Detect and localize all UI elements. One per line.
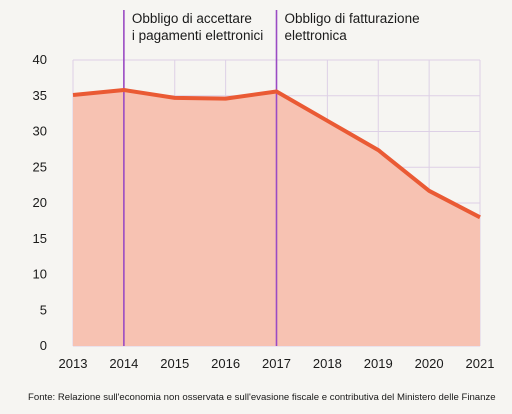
x-tick-label: 2021 [466,356,495,371]
x-tick-label: 2019 [364,356,393,371]
y-axis-ticks: 0 5 10 15 20 25 30 35 40 [33,52,47,353]
y-tick-label: 5 [40,302,47,317]
x-tick-label: 2015 [160,356,189,371]
x-tick-label: 2016 [211,356,240,371]
x-tick-label: 2020 [415,356,444,371]
annotation-markers [123,10,278,346]
y-tick-label: 15 [33,231,47,246]
annotation-text: Obbligo di accettare [132,11,252,26]
y-tick-label: 35 [33,88,47,103]
y-tick-label: 25 [33,159,47,174]
annotation-text: i pagamenti elettronici [132,28,263,43]
x-axis-ticks: 2013 2014 2015 2016 2017 2018 2019 2020 2021 [59,356,495,371]
x-tick-label: 2017 [262,356,291,371]
annotations: Obbligo di accettare i pagamenti elettron… [132,11,420,43]
y-tick-label: 30 [33,124,47,139]
source-note: Fonte: Relazione sull'economia non osser… [28,392,496,403]
y-tick-label: 20 [33,195,47,210]
x-tick-label: 2018 [313,356,342,371]
x-tick-label: 2013 [59,356,88,371]
annotation-text: Obbligo di fatturazione [285,11,420,26]
x-tick-label: 2014 [109,356,138,371]
annotation-text: elettronica [285,28,348,43]
series-line [72,88,481,220]
y-tick-label: 40 [33,52,47,67]
y-tick-label: 0 [40,338,47,353]
y-tick-label: 10 [33,267,47,282]
